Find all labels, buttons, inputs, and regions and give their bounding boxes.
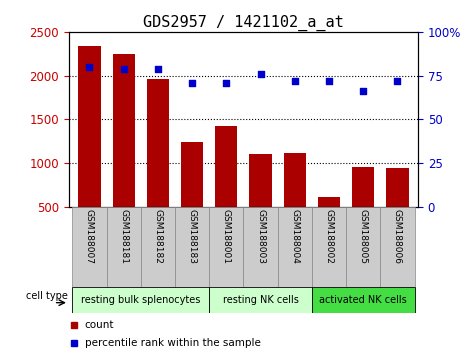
Bar (147, 79, 169, 251)
Text: GSM188001: GSM188001 (222, 210, 231, 264)
Point (360, 88, 367, 94)
Bar (278, 207, 312, 287)
Text: resting bulk splenocytes: resting bulk splenocytes (81, 295, 200, 305)
Point (188, 80, 196, 86)
Bar (284, 153, 306, 251)
Bar (318, 197, 340, 251)
Text: GSM188006: GSM188006 (393, 210, 402, 264)
Point (325, 78, 333, 84)
Text: count: count (85, 320, 114, 330)
Bar (72, 287, 209, 313)
Text: percentile rank within the sample: percentile rank within the sample (85, 338, 260, 348)
Bar (312, 287, 415, 313)
Text: GSM188181: GSM188181 (119, 210, 128, 264)
Bar (106, 207, 141, 287)
Text: GSM188005: GSM188005 (359, 210, 368, 264)
Bar (249, 154, 272, 251)
Bar (78, 46, 101, 251)
Text: resting NK cells: resting NK cells (223, 295, 298, 305)
Point (222, 80, 230, 86)
Text: cell type: cell type (26, 291, 68, 301)
Point (291, 78, 299, 84)
Text: GSM188183: GSM188183 (188, 210, 197, 264)
Bar (380, 207, 415, 287)
Text: GSM188003: GSM188003 (256, 210, 265, 264)
Point (257, 71, 265, 77)
Title: GDS2957 / 1421102_a_at: GDS2957 / 1421102_a_at (143, 14, 344, 30)
Bar (346, 207, 380, 287)
Point (86, 64, 93, 70)
Text: GSM188007: GSM188007 (85, 210, 94, 264)
Bar (72, 207, 106, 287)
Bar (113, 54, 135, 251)
Text: GSM188004: GSM188004 (290, 210, 299, 264)
Point (394, 78, 401, 84)
Text: GSM188002: GSM188002 (324, 210, 333, 264)
Bar (141, 207, 175, 287)
Bar (209, 207, 243, 287)
Point (154, 66, 162, 72)
Bar (181, 142, 203, 251)
Bar (209, 287, 312, 313)
Bar (215, 126, 238, 251)
Bar (352, 167, 374, 251)
Point (120, 66, 127, 72)
Bar (175, 207, 209, 287)
Bar (244, 207, 278, 287)
Text: activated NK cells: activated NK cells (319, 295, 407, 305)
Text: GSM188182: GSM188182 (153, 210, 162, 264)
Bar (386, 168, 408, 251)
Bar (312, 207, 346, 287)
